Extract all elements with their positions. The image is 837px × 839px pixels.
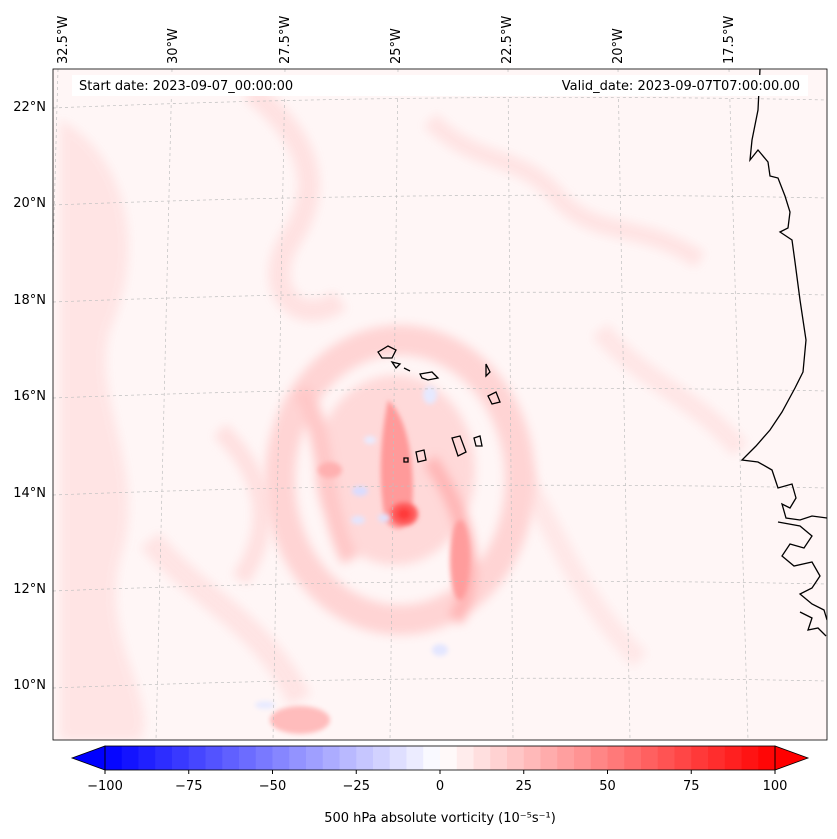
colorbar-segment [289, 746, 306, 770]
colorbar-segment [524, 746, 541, 770]
lat-label: 16°N [13, 389, 46, 404]
colorbar-tick-label: −100 [87, 779, 123, 794]
colorbar-label: 500 hPa absolute vorticity (10⁻⁵s⁻¹) [324, 811, 556, 826]
latitude-labels: 22°N 20°N 18°N 16°N 14°N 12°N 10°N [13, 100, 46, 693]
lon-label: 27.5°W [278, 16, 293, 64]
colorbar-segment [256, 746, 273, 770]
colorbar-segment [725, 746, 742, 770]
colorbar-segment [407, 746, 424, 770]
colorbar-segment [373, 746, 390, 770]
colorbar-segments [105, 746, 776, 770]
colorbar-segment [507, 746, 524, 770]
lon-label: 25°W [389, 28, 404, 64]
start-date-label: Start date: 2023-09-07_00:00:00 [79, 79, 293, 94]
lon-label: 32.5°W [56, 16, 71, 64]
colorbar-tick-label: 100 [763, 779, 788, 794]
map-panel: Start date: 2023-09-07_00:00:00 Valid_da… [40, 69, 827, 740]
colorbar-segment [423, 746, 440, 770]
colorbar-segment [691, 746, 708, 770]
colorbar-segment [139, 746, 156, 770]
colorbar-segment [658, 746, 675, 770]
colorbar-segment [490, 746, 507, 770]
colorbar-segment [758, 746, 775, 770]
lat-label: 10°N [13, 678, 46, 693]
lon-label: 30°W [166, 28, 181, 64]
colorbar-segment [390, 746, 407, 770]
colorbar-segment [541, 746, 558, 770]
lat-label: 12°N [13, 582, 46, 597]
colorbar-segment [323, 746, 340, 770]
colorbar-segment [155, 746, 172, 770]
colorbar: −100 −75 −50 −25 0 25 50 75 100 500 hPa absolute… [72, 746, 808, 826]
colorbar-tick-label: 25 [515, 779, 532, 794]
lat-label: 20°N [13, 196, 46, 211]
colorbar-segment [222, 746, 239, 770]
colorbar-segment [457, 746, 474, 770]
colorbar-segment [105, 746, 122, 770]
longitude-labels: 32.5°W 30°W 27.5°W 25°W 22.5°W 20°W 17.5… [56, 16, 737, 64]
colorbar-segment [474, 746, 491, 770]
colorbar-segment [742, 746, 759, 770]
lat-label: 22°N [13, 100, 46, 115]
colorbar-segment [624, 746, 641, 770]
valid-date-label: Valid_date: 2023-09-07T07:00:00.00 [562, 79, 800, 94]
colorbar-tick-label: −75 [175, 779, 202, 794]
colorbar-segment [340, 746, 357, 770]
colorbar-segment [206, 746, 223, 770]
colorbar-tick-label: −25 [343, 779, 370, 794]
colorbar-segment [557, 746, 574, 770]
colorbar-segment [306, 746, 323, 770]
colorbar-segment [440, 746, 457, 770]
vorticity-map-figure: Start date: 2023-09-07_00:00:00 Valid_da… [0, 0, 837, 839]
colorbar-segment [273, 746, 290, 770]
colorbar-segment [708, 746, 725, 770]
lon-label: 17.5°W [722, 16, 737, 64]
colorbar-tick-label: 75 [683, 779, 700, 794]
colorbar-segment [675, 746, 692, 770]
lon-label: 20°W [611, 28, 626, 64]
colorbar-tick-label: 50 [599, 779, 616, 794]
colorbar-segment [239, 746, 256, 770]
colorbar-min-extension [72, 746, 105, 770]
colorbar-segment [172, 746, 189, 770]
lat-label: 18°N [13, 293, 46, 308]
colorbar-segment [189, 746, 206, 770]
colorbar-segment [591, 746, 608, 770]
colorbar-tick-label: 0 [436, 779, 444, 794]
colorbar-tick-label: −50 [259, 779, 286, 794]
colorbar-segment [356, 746, 373, 770]
colorbar-ticks: −100 −75 −50 −25 0 25 50 75 100 [87, 770, 787, 794]
lat-label: 14°N [13, 486, 46, 501]
colorbar-max-extension [775, 746, 808, 770]
colorbar-segment [574, 746, 591, 770]
colorbar-segment [122, 746, 139, 770]
colorbar-segment [641, 746, 658, 770]
lon-label: 22.5°W [500, 16, 515, 64]
colorbar-segment [608, 746, 625, 770]
